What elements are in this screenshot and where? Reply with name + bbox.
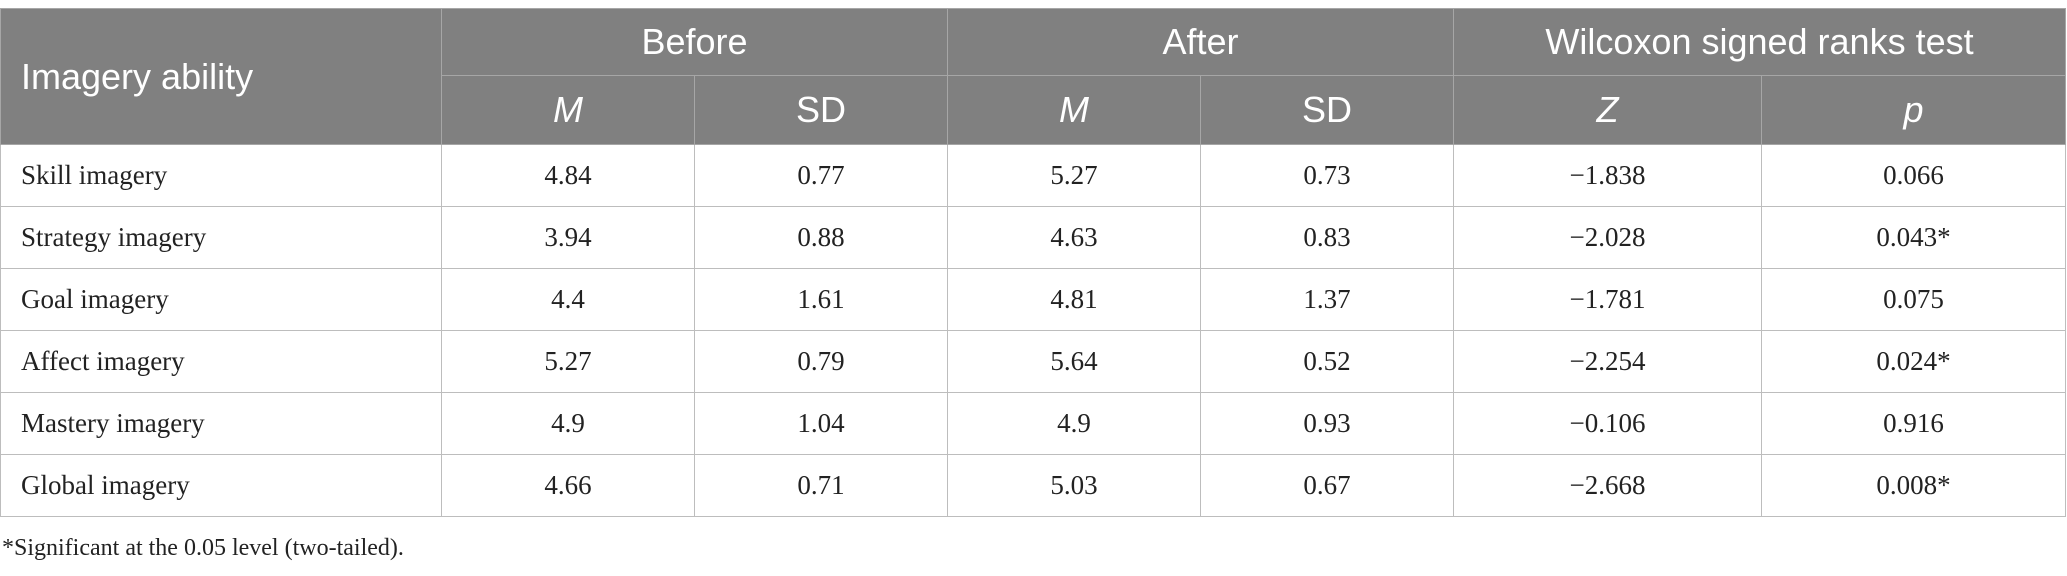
row-label: Affect imagery <box>0 330 442 393</box>
header-row-groups: Imagery ability Before After Wilcoxon si… <box>0 8 2067 145</box>
header-group-wilcoxon: Wilcoxon signed ranks test <box>1453 8 2067 76</box>
cell-after-m: 5.64 <box>947 330 1202 393</box>
cell-after-m: 4.63 <box>947 206 1202 269</box>
cell-after-sd: 1.37 <box>1200 268 1455 331</box>
cell-after-m: 5.03 <box>947 454 1202 517</box>
table-row: Mastery imagery 4.9 1.04 4.9 0.93 −0.106… <box>0 392 2067 455</box>
subheader-before-m: M <box>441 75 695 145</box>
cell-after-sd: 0.83 <box>1200 206 1455 269</box>
imagery-ability-table: Imagery ability Before After Wilcoxon si… <box>0 8 2067 517</box>
cell-before-m: 4.4 <box>441 268 695 331</box>
cell-before-sd: 1.04 <box>693 392 949 455</box>
row-label: Skill imagery <box>0 144 442 207</box>
cell-after-m: 4.81 <box>947 268 1202 331</box>
cell-after-sd: 0.73 <box>1200 144 1455 207</box>
cell-z: −1.838 <box>1453 144 1763 207</box>
cell-after-m: 4.9 <box>947 392 1202 455</box>
table-row: Affect imagery 5.27 0.79 5.64 0.52 −2.25… <box>0 330 2067 393</box>
row-label: Global imagery <box>0 454 442 517</box>
cell-z: −1.781 <box>1453 268 1763 331</box>
subheader-z: Z <box>1453 75 1763 145</box>
cell-p: 0.043* <box>1761 206 2067 269</box>
cell-z: −0.106 <box>1453 392 1763 455</box>
subheader-before-sd: SD <box>693 75 949 145</box>
cell-p: 0.066 <box>1761 144 2067 207</box>
cell-z: −2.254 <box>1453 330 1763 393</box>
row-label: Goal imagery <box>0 268 442 331</box>
row-label: Mastery imagery <box>0 392 442 455</box>
cell-before-m: 4.9 <box>441 392 695 455</box>
cell-z: −2.028 <box>1453 206 1763 269</box>
cell-before-m: 4.84 <box>441 144 695 207</box>
cell-before-sd: 0.71 <box>693 454 949 517</box>
subheader-after-m: M <box>947 75 1202 145</box>
cell-after-m: 5.27 <box>947 144 1202 207</box>
subheader-p: p <box>1761 75 2067 145</box>
table-row: Goal imagery 4.4 1.61 4.81 1.37 −1.781 0… <box>0 268 2067 331</box>
cell-before-m: 4.66 <box>441 454 695 517</box>
table-body: Skill imagery 4.84 0.77 5.27 0.73 −1.838… <box>0 144 2067 517</box>
subheader-after-sd: SD <box>1200 75 1455 145</box>
cell-p: 0.024* <box>1761 330 2067 393</box>
cell-after-sd: 0.67 <box>1200 454 1455 517</box>
header-imagery-ability: Imagery ability <box>0 8 442 145</box>
cell-before-m: 5.27 <box>441 330 695 393</box>
table-header: Imagery ability Before After Wilcoxon si… <box>0 8 2067 145</box>
cell-p: 0.916 <box>1761 392 2067 455</box>
cell-before-m: 3.94 <box>441 206 695 269</box>
table-row: Skill imagery 4.84 0.77 5.27 0.73 −1.838… <box>0 144 2067 207</box>
header-group-after: After <box>947 8 1455 76</box>
row-label: Strategy imagery <box>0 206 442 269</box>
table-row: Global imagery 4.66 0.71 5.03 0.67 −2.66… <box>0 454 2067 517</box>
cell-before-sd: 1.61 <box>693 268 949 331</box>
header-group-before: Before <box>440 8 949 76</box>
cell-z: −2.668 <box>1453 454 1763 517</box>
cell-after-sd: 0.52 <box>1200 330 1455 393</box>
cell-before-sd: 0.77 <box>693 144 949 207</box>
table-row: Strategy imagery 3.94 0.88 4.63 0.83 −2.… <box>0 206 2067 269</box>
cell-p: 0.008* <box>1761 454 2067 517</box>
cell-p: 0.075 <box>1761 268 2067 331</box>
cell-before-sd: 0.88 <box>693 206 949 269</box>
header-row-subheaders: M SD M SD Z p <box>1 75 2067 145</box>
cell-after-sd: 0.93 <box>1200 392 1455 455</box>
results-table-container: Imagery ability Before After Wilcoxon si… <box>0 8 2067 517</box>
cell-before-sd: 0.79 <box>693 330 949 393</box>
table-footnote: *Significant at the 0.05 level (two-tail… <box>2 535 404 561</box>
